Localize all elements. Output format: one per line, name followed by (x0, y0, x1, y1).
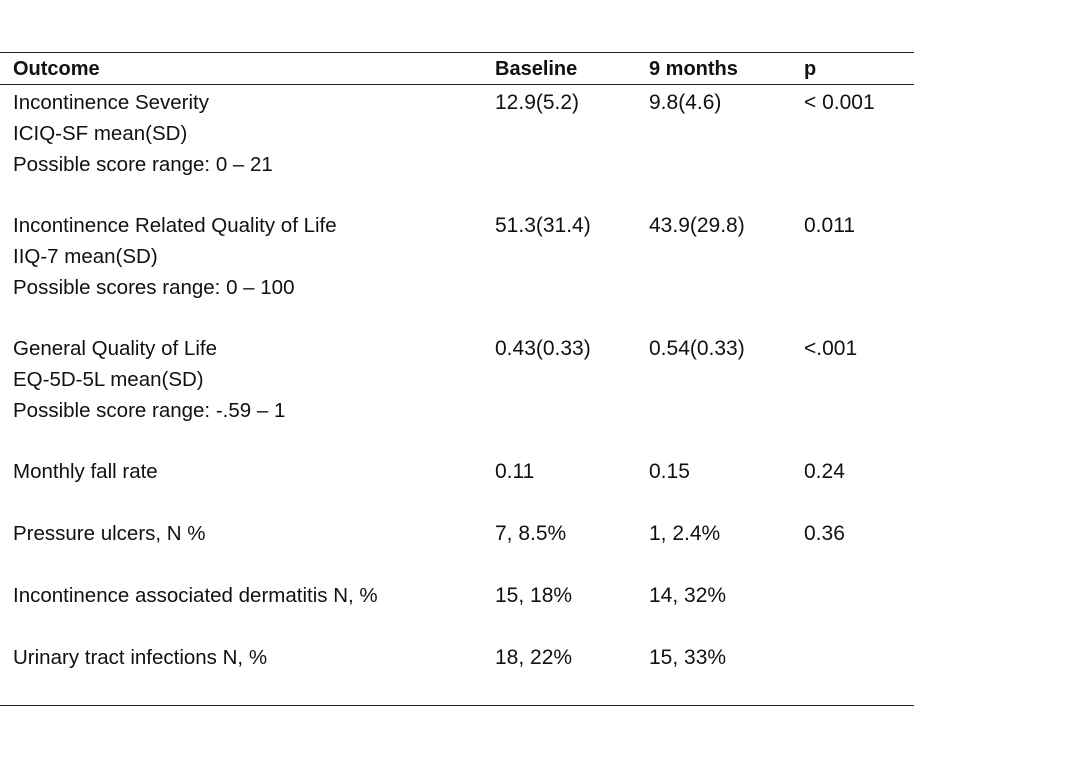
nine-months-cell: 1, 2.4% (649, 522, 721, 545)
outcome-line: EQ-5D-5L mean(SD) (13, 368, 204, 391)
outcome-line: Pressure ulcers, N % (13, 522, 206, 545)
baseline-cell: 12.9(5.2) (495, 91, 580, 114)
outcome-cell: Monthly fall rate (13, 456, 158, 487)
baseline-cell: 15, 18% (495, 584, 573, 607)
baseline-cell: 18, 22% (495, 646, 573, 669)
header-p: p (804, 58, 817, 80)
header-9-months: 9 months (649, 58, 738, 80)
outcomes-table: Outcome Baseline 9 months p Incontinence… (0, 52, 914, 706)
table-top-rule (0, 52, 914, 53)
outcome-line: Urinary tract infections N, % (13, 646, 268, 669)
nine-months-cell: 15, 33% (649, 646, 727, 669)
nine-months-cell: 9.8(4.6) (649, 91, 722, 114)
p-value-cell: 0.011 (804, 214, 855, 237)
outcome-line: Monthly fall rate (13, 460, 158, 483)
outcome-cell: Urinary tract infections N, % (13, 642, 267, 673)
outcome-cell: Incontinence Severity ICIQ-SF mean(SD) P… (13, 87, 273, 180)
table-body: Incontinence Severity ICIQ-SF mean(SD) P… (0, 85, 914, 705)
nine-months-cell: 14, 32% (649, 584, 727, 607)
baseline-cell: 0.43(0.33) (495, 337, 591, 360)
outcome-cell: Pressure ulcers, N % (13, 518, 206, 549)
baseline-cell: 7, 8.5% (495, 522, 567, 545)
outcome-line: General Quality of Life (13, 337, 217, 360)
p-value-cell: <.001 (804, 337, 858, 360)
outcome-line: Possible score range: 0 – 21 (13, 153, 273, 176)
outcome-line: Incontinence Severity (13, 91, 210, 114)
baseline-cell: 0.11 (495, 460, 535, 483)
header-outcome: Outcome (13, 58, 100, 80)
table-bottom-rule (0, 705, 914, 706)
p-value-cell: < 0.001 (804, 91, 875, 114)
nine-months-cell: 0.15 (649, 460, 690, 483)
outcome-line: Incontinence Related Quality of Life (13, 214, 337, 237)
outcome-line: Possible score range: -.59 – 1 (13, 399, 286, 422)
header-bottom-rule (0, 84, 914, 85)
outcome-cell: Incontinence Related Quality of Life IIQ… (13, 210, 337, 303)
table-header-row: Outcome Baseline 9 months p (0, 53, 914, 84)
p-value-cell: 0.24 (804, 460, 845, 483)
outcome-line: ICIQ-SF mean(SD) (13, 122, 188, 145)
outcome-cell: General Quality of Life EQ-5D-5L mean(SD… (13, 333, 285, 426)
nine-months-cell: 43.9(29.8) (649, 214, 745, 237)
outcome-cell: Incontinence associated dermatitis N, % (13, 580, 378, 611)
header-baseline: Baseline (495, 58, 578, 80)
p-value-cell: 0.36 (804, 522, 845, 545)
outcome-line: Incontinence associated dermatitis N, % (13, 584, 378, 607)
outcome-line: IIQ-7 mean(SD) (13, 245, 158, 268)
baseline-cell: 51.3(31.4) (495, 214, 591, 237)
nine-months-cell: 0.54(0.33) (649, 337, 745, 360)
outcome-line: Possible scores range: 0 – 100 (13, 276, 295, 299)
